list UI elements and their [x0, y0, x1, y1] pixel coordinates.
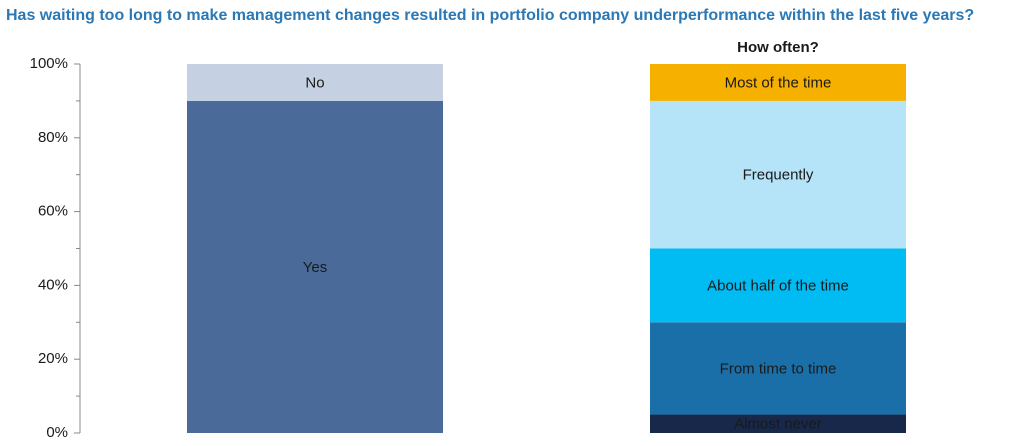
y-tick-label: 100% [30, 55, 68, 72]
y-tick-label: 80% [38, 129, 68, 146]
y-tick-label: 20% [38, 350, 68, 367]
bar-segment [187, 64, 443, 101]
bar-segment [650, 100, 906, 249]
bar-segment [650, 322, 906, 415]
bar-segment [187, 100, 443, 434]
segment-label: From time to time [720, 360, 837, 377]
bar-segment [650, 248, 906, 323]
segment-label: Frequently [743, 167, 814, 184]
segment-label: Yes [303, 259, 327, 276]
segment-label: Almost never [734, 416, 822, 433]
segment-label: Most of the time [725, 74, 832, 91]
segment-label: No [305, 74, 324, 91]
y-tick-label: 60% [38, 203, 68, 220]
segment-label: About half of the time [707, 277, 849, 294]
bar-segment [650, 64, 906, 101]
y-tick-label: 0% [46, 424, 68, 441]
chart-title: Has waiting too long to make management … [6, 7, 974, 24]
bar-segment [650, 414, 906, 433]
y-tick-label: 40% [38, 276, 68, 293]
bar-title: How often? [737, 39, 819, 56]
